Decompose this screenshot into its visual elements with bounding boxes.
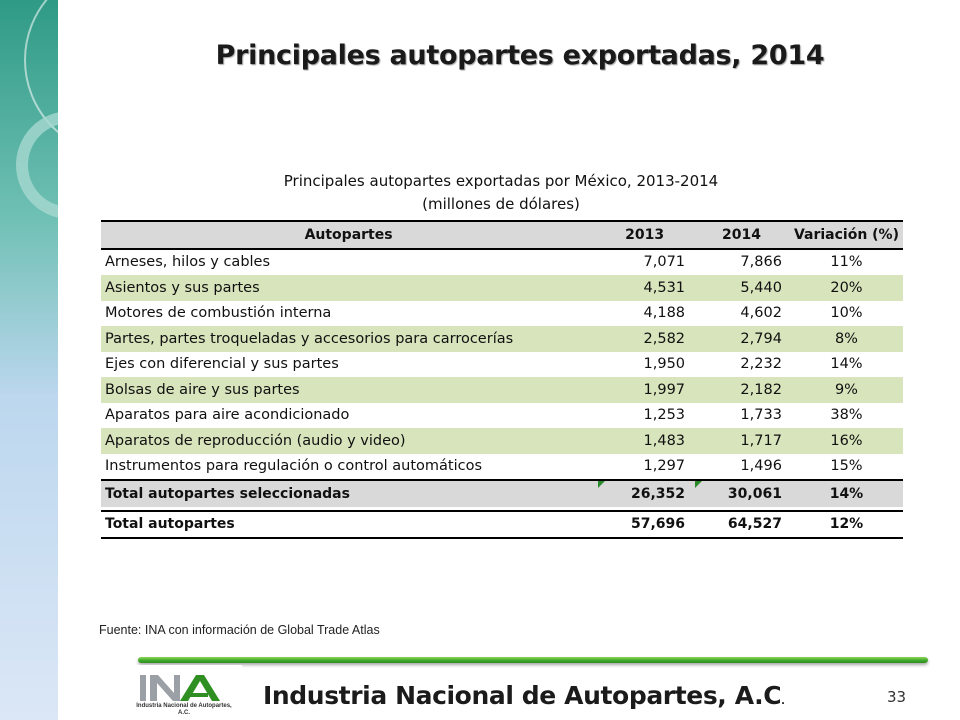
table-row: Asientos y sus partes 4,531 5,440 20% bbox=[101, 275, 903, 301]
slide-title: Principales autopartes exportadas, 2014 bbox=[215, 40, 825, 71]
table-caption-units: (millones de dólares) bbox=[422, 195, 580, 213]
row-value-2014: 1,717 bbox=[740, 432, 782, 449]
exports-table: Autopartes 2013 2014 Variación (%) Arnes… bbox=[101, 220, 903, 539]
row-value-2014: 4,602 bbox=[740, 305, 782, 322]
header-variacion: Variación (%) bbox=[793, 226, 899, 243]
row-variation: 11% bbox=[830, 254, 863, 271]
row-label: Aparatos para aire acondicionado bbox=[105, 407, 350, 424]
total-2014: 64,527 bbox=[727, 516, 782, 533]
header-autopartes: Autopartes bbox=[304, 226, 393, 243]
ina-logo: Industria Nacional de Autopartes, A.C. bbox=[118, 665, 242, 720]
total-selected-2014: 30,061 bbox=[693, 480, 790, 507]
ina-logo-mark bbox=[140, 675, 220, 701]
total-2013: 57,696 bbox=[631, 516, 686, 533]
row-value-2013: 1,297 bbox=[643, 458, 686, 475]
total-selected-label: Total autopartes seleccionadas bbox=[105, 485, 350, 502]
row-variation: 38% bbox=[830, 407, 863, 424]
row-variation: 15% bbox=[830, 458, 863, 475]
total-variation: 12% bbox=[829, 516, 864, 533]
total-selected-variation: 14% bbox=[829, 485, 864, 502]
footer-organization: Industria Nacional de Autopartes, A.C. bbox=[263, 681, 785, 710]
row-label: Motores de combustión interna bbox=[105, 305, 332, 322]
table-row: Ejes con diferencial y sus partes 1,950 … bbox=[101, 352, 903, 378]
row-variation: 20% bbox=[830, 279, 863, 296]
row-value-2013: 1,997 bbox=[643, 381, 686, 398]
total-selected-row: Total autopartes seleccionadas 26,352 30… bbox=[101, 480, 903, 507]
row-value-2013: 4,188 bbox=[643, 305, 686, 322]
table-row: Motores de combustión interna 4,188 4,60… bbox=[101, 301, 903, 327]
row-label: Asientos y sus partes bbox=[105, 279, 260, 296]
header-2014: 2014 bbox=[722, 226, 761, 243]
total-selected-2013: 26,352 bbox=[596, 480, 693, 507]
header-2013: 2013 bbox=[625, 226, 665, 243]
table-header-row: Autopartes 2013 2014 Variación (%) bbox=[101, 221, 903, 249]
row-value-2013: 2,582 bbox=[643, 330, 686, 347]
row-variation: 14% bbox=[830, 356, 863, 373]
footer-organization-name: Industria Nacional de Autopartes, A.C bbox=[263, 681, 782, 710]
row-value-2013: 1,253 bbox=[643, 407, 686, 424]
table-row: Aparatos para aire acondicionado 1,253 1… bbox=[101, 403, 903, 429]
side-decoration-band bbox=[0, 0, 58, 720]
row-variation: 9% bbox=[834, 381, 858, 398]
table-caption-title: Principales autopartes exportadas por Mé… bbox=[283, 172, 719, 190]
ina-logo-text: Industria Nacional de Autopartes, A.C. bbox=[136, 703, 232, 716]
table-row: Bolsas de aire y sus partes 1,997 2,182 … bbox=[101, 377, 903, 403]
table-row: Arneses, hilos y cables 7,071 7,866 11% bbox=[101, 249, 903, 276]
table-row: Partes, partes troqueladas y accesorios … bbox=[101, 326, 903, 352]
total-label: Total autopartes bbox=[105, 516, 235, 533]
source-note: Fuente: INA con información de Global Tr… bbox=[99, 623, 380, 637]
decorative-circles bbox=[16, 0, 58, 218]
table-caption: Principales autopartes exportadas por Mé… bbox=[100, 170, 902, 216]
row-label: Instrumentos para regulación o control a… bbox=[105, 458, 483, 475]
row-variation: 16% bbox=[830, 432, 863, 449]
row-value-2014: 2,794 bbox=[740, 330, 782, 347]
row-value-2013: 1,483 bbox=[643, 432, 686, 449]
total-row: Total autopartes 57,696 64,527 12% bbox=[101, 510, 903, 538]
row-value-2014: 2,182 bbox=[740, 381, 782, 398]
footer-organization-dot: . bbox=[781, 696, 785, 707]
table-row: Instrumentos para regulación o control a… bbox=[101, 454, 903, 481]
row-value-2013: 4,531 bbox=[643, 279, 686, 296]
row-label: Aparatos de reproducción (audio y video) bbox=[105, 432, 406, 449]
row-value-2013: 1,950 bbox=[643, 356, 686, 373]
row-variation: 10% bbox=[830, 305, 863, 322]
row-value-2014: 7,866 bbox=[740, 254, 782, 271]
row-label: Arneses, hilos y cables bbox=[105, 254, 271, 271]
row-label: Partes, partes troqueladas y accesorios … bbox=[105, 330, 514, 347]
footer-divider-bar bbox=[138, 657, 928, 663]
row-value-2014: 5,440 bbox=[740, 279, 782, 296]
page-number: 33 bbox=[887, 688, 907, 706]
row-label: Ejes con diferencial y sus partes bbox=[105, 356, 339, 373]
row-value-2013: 7,071 bbox=[643, 254, 686, 271]
row-value-2014: 1,496 bbox=[740, 458, 782, 475]
row-value-2014: 1,733 bbox=[740, 407, 782, 424]
row-label: Bolsas de aire y sus partes bbox=[105, 381, 300, 398]
table-row: Aparatos de reproducción (audio y video)… bbox=[101, 428, 903, 454]
row-variation: 8% bbox=[834, 330, 858, 347]
row-value-2014: 2,232 bbox=[740, 356, 782, 373]
